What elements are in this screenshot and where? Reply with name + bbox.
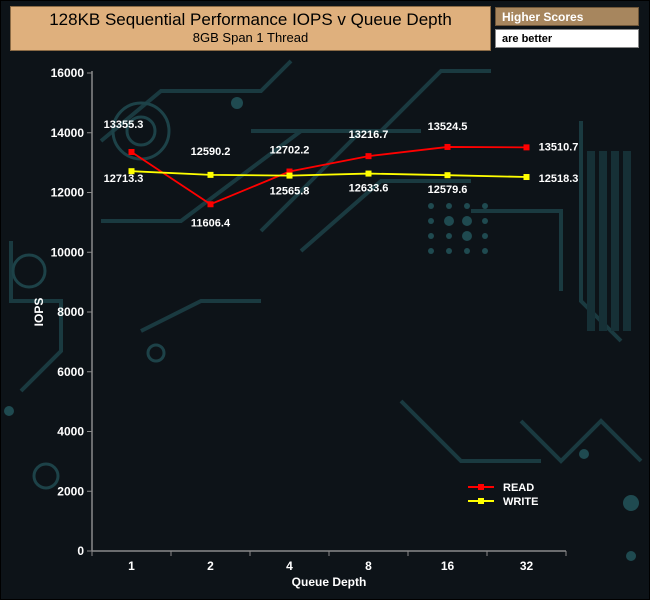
data-label: 13510.7	[539, 141, 579, 153]
x-tick-label: 2	[207, 559, 214, 573]
axes: 0 2000 4000 6000 8000 10000 12000 14000 16000 1 2 4…	[32, 66, 567, 589]
higher-scores-note: Higher Scores	[495, 7, 639, 26]
data-label: 12518.3	[539, 173, 579, 185]
data-point	[365, 170, 372, 177]
y-axis-title: IOPS	[32, 298, 46, 327]
legend: READ WRITE	[468, 482, 538, 508]
y-tick-label: 6000	[57, 365, 84, 379]
data-label: 12713.3	[104, 173, 144, 185]
data-point	[286, 172, 293, 179]
legend-label: READ	[503, 482, 534, 494]
x-axis-title: Queue Depth	[292, 575, 367, 589]
legend-item: READ	[468, 482, 534, 494]
data-label: 12702.2	[270, 145, 310, 157]
data-label: 12565.8	[270, 186, 310, 198]
chart-title: 128KB Sequential Performance IOPS v Queu…	[49, 10, 452, 29]
y-tick-label: 2000	[57, 484, 84, 498]
chart-subtitle: 8GB Span 1 Thread	[192, 30, 309, 45]
series-write: 12713.3 12590.2 12565.8 12633.6 12579.6 12518…	[104, 146, 579, 198]
y-tick-label: 4000	[57, 425, 84, 439]
legend-swatch-marker	[478, 484, 484, 490]
data-label: 12633.6	[349, 183, 389, 195]
x-tick-label: 16	[441, 559, 455, 573]
y-tick-label: 8000	[57, 305, 84, 319]
data-point	[128, 168, 135, 175]
data-point	[286, 168, 293, 175]
title-box: 128KB Sequential Performance IOPS v Queu…	[10, 6, 491, 51]
y-tick-label: 16000	[51, 66, 85, 80]
series-layer: 13355.3 11606.4 12702.2 13216.7 13524.5 13510…	[104, 119, 579, 229]
data-point	[207, 201, 214, 208]
x-tick-label: 8	[365, 559, 372, 573]
data-point	[365, 153, 372, 160]
x-tick-label: 32	[520, 559, 534, 573]
y-tick-label: 0	[77, 544, 84, 558]
y-tick-label: 14000	[51, 126, 85, 140]
x-tick-label: 4	[286, 559, 293, 573]
x-tick-label: 1	[128, 559, 135, 573]
data-label: 12579.6	[428, 184, 468, 196]
data-point	[207, 171, 214, 178]
series-read: 13355.3 11606.4 12702.2 13216.7 13524.5 13510…	[104, 119, 579, 229]
legend-label: WRITE	[503, 496, 538, 508]
legend-swatch-marker	[478, 498, 484, 504]
data-point	[128, 149, 135, 156]
series-line	[131, 170, 527, 178]
data-label: 13524.5	[428, 121, 468, 133]
data-label: 13216.7	[349, 129, 389, 141]
data-point	[523, 144, 530, 151]
legend-item: WRITE	[468, 496, 538, 508]
data-point	[523, 174, 530, 181]
series-line	[131, 146, 527, 206]
data-point	[444, 143, 451, 150]
are-better-note: are better	[495, 29, 639, 48]
y-tick-label: 10000	[51, 245, 85, 259]
data-label: 11606.4	[191, 217, 231, 229]
data-label: 12590.2	[191, 146, 231, 158]
y-tick-label: 12000	[51, 186, 85, 200]
data-label: 13355.3	[104, 119, 144, 131]
data-point	[444, 172, 451, 179]
